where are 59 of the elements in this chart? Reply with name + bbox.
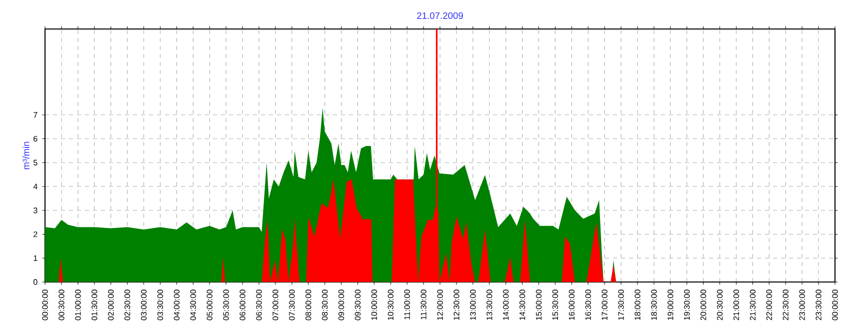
x-tick-label: 02:30:00 (124, 290, 130, 320)
x-tick-label: 18:30:00 (651, 290, 657, 320)
x-tick-label: 05:00:00 (206, 290, 212, 320)
x-tick-label: 11:30:00 (420, 290, 426, 320)
y-tick-label: 7 (34, 112, 38, 118)
x-tick-label: 23:30:00 (816, 290, 822, 320)
x-tick-label: 03:00:00 (140, 290, 147, 320)
x-tick-label: 20:30:00 (716, 290, 723, 320)
x-tick-label: 06:00:00 (240, 290, 246, 320)
x-tick-label: 00:30:00 (58, 290, 64, 320)
x-tick-label: 12:00:00 (437, 290, 443, 320)
x-tick-label: 19:00:00 (668, 290, 674, 320)
x-tick-label: 17:00:00 (602, 290, 608, 320)
y-tick-label: 3 (34, 208, 38, 214)
x-tick-label: 16:30:00 (585, 290, 591, 320)
x-tick-label: 06:30:00 (256, 290, 262, 320)
x-tick-label: 12:30:00 (454, 290, 460, 320)
x-tick-label: 08:00:00 (306, 290, 312, 320)
x-tick-label: 03:30:00 (157, 290, 164, 320)
x-tick-label: 11:00:00 (404, 290, 410, 320)
x-tick-label: 10:00:00 (371, 290, 378, 320)
x-tick-label: 18:00:00 (634, 290, 640, 320)
y-tick-label: 4 (33, 184, 38, 190)
x-tick-label: 13:30:00 (486, 290, 492, 320)
x-tick-label: 02:00:00 (108, 290, 114, 320)
x-tick-label: 17:30:00 (618, 290, 624, 320)
x-tick-label: 19:30:00 (684, 290, 690, 320)
x-tick-label: 07:30:00 (289, 290, 295, 320)
x-tick-label: 16:00:00 (568, 290, 575, 320)
y-axis-title: m³/min (22, 142, 30, 170)
x-tick-label: 20:00:00 (700, 290, 706, 320)
x-tick-label: 22:00:00 (766, 290, 772, 320)
x-tick-label: 00:00:00 (42, 290, 48, 320)
x-tick-label: 22:30:00 (782, 290, 788, 320)
x-tick-label: 08:30:00 (322, 290, 328, 320)
y-tick-label: 6 (34, 136, 38, 142)
x-tick-label: 14:30:00 (519, 290, 526, 320)
x-tick-label: 09:30:00 (354, 290, 361, 320)
x-tick-label: 23:00:00 (799, 290, 805, 320)
x-tick-label: 10:30:00 (388, 290, 394, 320)
chart-title: 21.07.2009 (417, 12, 463, 19)
x-tick-label: 14:00:00 (503, 290, 509, 320)
x-tick-label: 05:30:00 (223, 290, 229, 320)
x-tick-label: 21:30:00 (750, 290, 756, 320)
y-tick-label: 0 (34, 279, 38, 285)
x-tick-label: 21:00:00 (733, 290, 740, 320)
x-tick-label: 00:00:00 (832, 290, 838, 320)
x-tick-label: 07:00:00 (272, 290, 278, 320)
x-tick-label: 09:00:00 (338, 290, 344, 320)
x-tick-label: 01:30:00 (92, 290, 98, 320)
x-tick-label: 13:00:00 (470, 290, 476, 320)
x-tick-label: 15:00:00 (536, 290, 542, 320)
x-tick-label: 04:30:00 (190, 290, 196, 320)
x-tick-label: 04:00:00 (174, 290, 180, 320)
y-tick-label: 5 (34, 160, 38, 166)
y-tick-label: 2 (34, 231, 38, 238)
x-tick-label: 15:30:00 (552, 290, 558, 320)
x-tick-label: 01:00:00 (75, 290, 81, 320)
y-tick-label: 1 (34, 255, 38, 261)
